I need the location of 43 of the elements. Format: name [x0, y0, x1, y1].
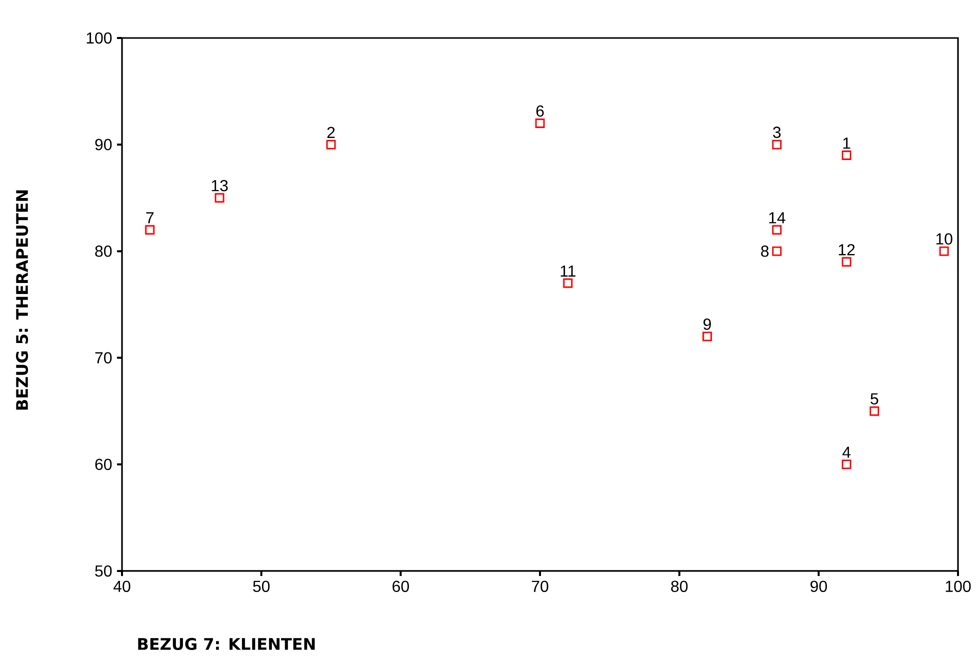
point	[145, 225, 155, 235]
point	[563, 278, 573, 288]
annotation: 9	[704, 318, 711, 330]
point	[842, 257, 852, 267]
y-tick-label: 90	[95, 138, 112, 150]
y-tick-label: 60	[95, 458, 112, 470]
y-tick-label: 80	[95, 246, 112, 257]
point	[214, 193, 224, 203]
x-tick-label: 60	[392, 580, 409, 592]
y-axis-title: BEZUG 5: THERAPEUTEN	[16, 190, 28, 410]
annotation: 10	[936, 233, 952, 245]
x-tick-label: 80	[671, 580, 688, 592]
point	[772, 225, 782, 235]
annotation: 12	[838, 244, 855, 256]
x-axis-title: BEZUG 7: KLIENTEN	[138, 638, 315, 650]
point	[939, 246, 949, 256]
y-tick-label: 50	[95, 565, 112, 577]
x-tick-label: 90	[810, 580, 827, 592]
annotation: 6	[536, 105, 544, 117]
point	[870, 406, 880, 416]
x-tick-label: 100	[946, 580, 971, 592]
point	[842, 460, 852, 470]
annotation: 1	[843, 138, 850, 149]
annotation: 14	[769, 212, 786, 224]
annotation: 4	[842, 446, 851, 458]
x-tick-label: 70	[532, 580, 548, 592]
annotation: 13	[212, 180, 228, 192]
y-tick-label: 70	[95, 352, 112, 364]
x-tick-label: 50	[253, 580, 270, 592]
y-tick-label: 100	[86, 32, 112, 44]
x-tick-label: 40	[113, 580, 130, 592]
point	[772, 246, 782, 256]
point	[326, 140, 336, 150]
point	[535, 118, 545, 128]
annotation: 7	[146, 212, 154, 224]
annotation: 2	[327, 126, 335, 138]
annotation: 5	[870, 393, 878, 404]
annotation: 3	[773, 126, 781, 138]
annotation: 8	[761, 246, 769, 257]
point	[772, 140, 782, 150]
point	[702, 332, 712, 342]
point	[842, 150, 852, 160]
annotation: 11	[560, 266, 576, 277]
